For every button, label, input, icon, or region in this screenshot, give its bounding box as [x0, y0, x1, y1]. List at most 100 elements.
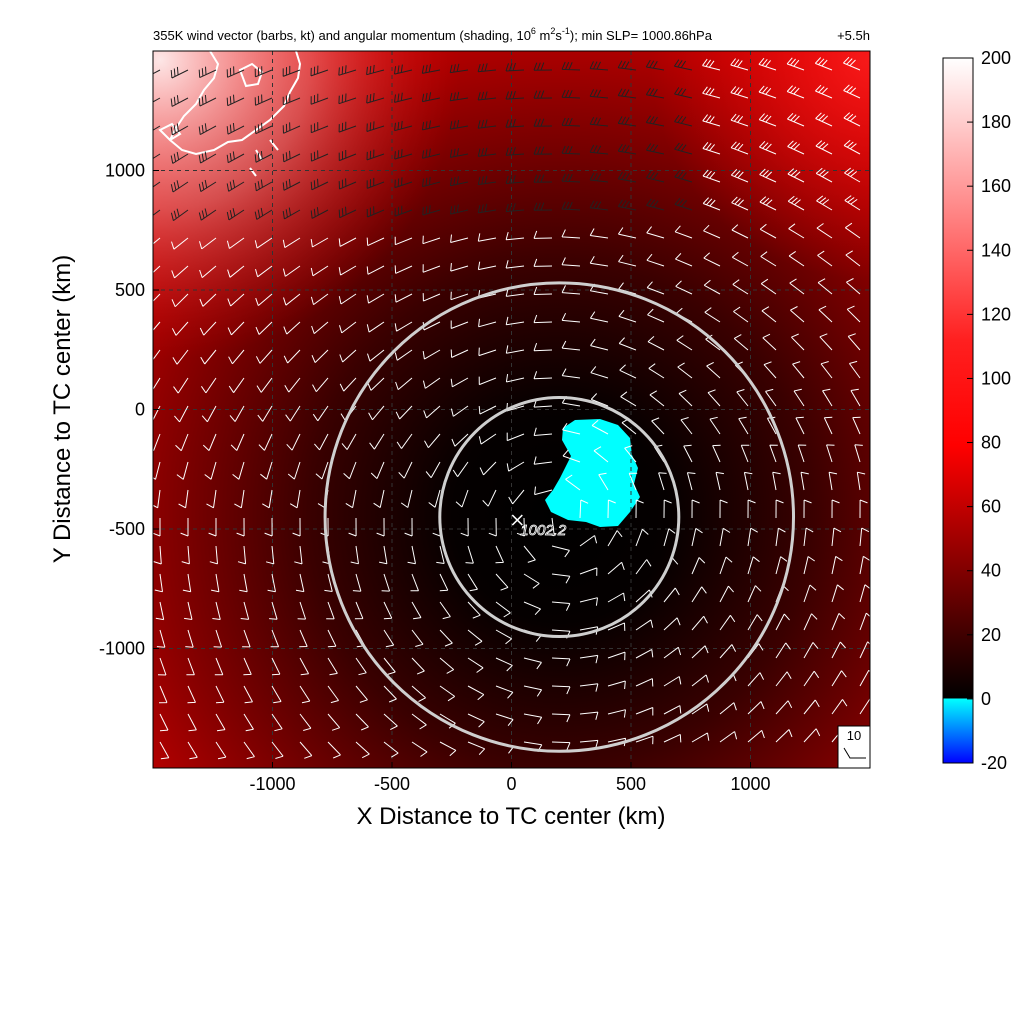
wind-barb	[495, 713, 514, 727]
wind-barb	[579, 654, 599, 664]
wind-barb	[831, 699, 848, 715]
wind-barb	[523, 573, 540, 589]
wind-barb	[170, 95, 189, 107]
wind-barb	[495, 629, 513, 645]
wind-barb	[355, 741, 370, 759]
wind-barb	[816, 195, 833, 211]
wind-barb	[292, 517, 301, 537]
wind-barb	[617, 227, 637, 239]
wind-barb	[282, 94, 301, 106]
wind-barb	[730, 113, 749, 127]
wind-barb	[170, 180, 189, 193]
wind-barb	[747, 499, 756, 519]
wind-barb	[383, 657, 396, 675]
wind-barb	[436, 545, 445, 564]
wind-barb	[154, 573, 163, 593]
wind-barb	[285, 405, 301, 422]
wind-barb	[366, 121, 385, 132]
wind-barb	[355, 713, 369, 731]
wind-barb	[561, 61, 581, 71]
wind-barb	[635, 528, 649, 547]
wind-barb	[381, 573, 391, 592]
wind-barb	[791, 333, 805, 351]
wind-barb	[523, 685, 543, 697]
wind-barb	[505, 231, 525, 241]
wind-barb	[226, 208, 245, 221]
wind-barb	[477, 261, 497, 271]
wind-barb	[289, 489, 301, 509]
wind-barb	[786, 57, 805, 71]
wind-barb	[327, 657, 338, 676]
colorbar-ticks: -20 0 20 40 60 80 100 120 140 160 180 200	[967, 48, 1011, 773]
wind-barb	[617, 143, 637, 155]
wind-barb	[227, 265, 245, 278]
wind-barb	[424, 433, 441, 449]
wind-barb	[181, 545, 190, 565]
wind-barb	[370, 461, 385, 479]
wind-barb	[607, 680, 626, 690]
wind-barb	[411, 741, 428, 757]
wind-barb	[411, 713, 427, 730]
wind-barbs	[153, 56, 870, 760]
wind-barb	[561, 89, 581, 99]
wind-barb	[803, 499, 812, 519]
wind-barb	[479, 461, 497, 476]
wind-barb	[579, 499, 589, 519]
wind-barb	[297, 601, 307, 620]
wind-barb	[561, 229, 581, 239]
wind-barb	[176, 461, 189, 480]
wind-barb	[505, 147, 525, 156]
wind-barb	[153, 461, 161, 480]
wind-barb	[282, 237, 301, 249]
wind-barb	[153, 321, 161, 331]
y-tick-label: -1000	[99, 639, 145, 659]
wind-barb	[645, 87, 665, 99]
chart-time-label: +5.5h	[837, 28, 870, 43]
wind-barb	[350, 545, 359, 565]
wind-barb	[394, 236, 413, 246]
wind-barb	[579, 739, 599, 749]
wind-barb	[551, 545, 570, 558]
wind-barb	[394, 92, 413, 103]
wind-barb	[762, 333, 777, 351]
wind-barb	[787, 195, 805, 211]
wind-barb	[394, 120, 413, 132]
wind-barb	[786, 85, 805, 99]
wind-barb	[215, 741, 227, 760]
wind-barb	[854, 444, 863, 463]
wind-barb	[790, 306, 805, 323]
wind-barb	[338, 121, 357, 133]
wind-barb	[411, 601, 422, 620]
wind-barb	[788, 250, 805, 267]
wind-barb	[171, 237, 189, 250]
wind-barb	[859, 584, 870, 603]
wind-barb	[159, 741, 170, 760]
wind-barb	[338, 149, 357, 162]
wind-barb	[618, 337, 637, 351]
wind-barb	[366, 237, 385, 247]
wind-barb	[477, 119, 497, 129]
wind-barb	[209, 545, 218, 565]
wind-barb	[551, 685, 571, 695]
wind-barb	[663, 617, 681, 631]
wind-barb	[338, 93, 357, 105]
wind-barb	[153, 293, 161, 302]
reference-barb: 10	[837, 725, 871, 769]
wind-barb	[170, 208, 189, 222]
wind-barb	[352, 573, 362, 592]
wind-barb	[255, 265, 273, 278]
wind-barb	[607, 499, 616, 519]
wind-barb	[174, 405, 189, 423]
wind-barb	[467, 741, 486, 755]
x-tick-label: 1000	[730, 774, 770, 794]
wind-barb	[282, 122, 301, 134]
wind-barb	[787, 140, 805, 155]
colorbar-tick-label: -20	[981, 753, 1007, 773]
wind-barb	[315, 461, 329, 480]
wind-barb	[240, 601, 250, 620]
wind-barb	[366, 321, 385, 333]
wind-barb	[227, 293, 245, 307]
wind-barb	[772, 471, 781, 491]
wind-barb	[407, 545, 416, 565]
wind-barb	[255, 321, 273, 335]
